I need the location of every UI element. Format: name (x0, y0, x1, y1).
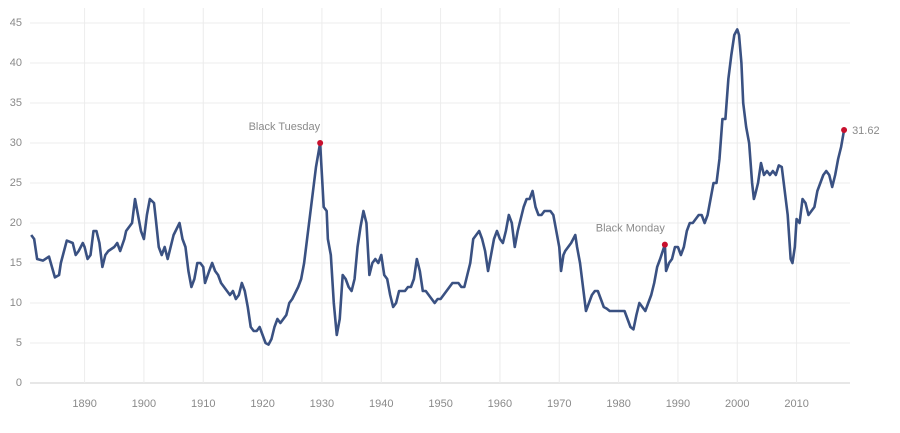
y-tick-label: 10 (10, 297, 22, 309)
x-tick-label: 1990 (666, 398, 690, 410)
y-tick-label: 35 (10, 97, 22, 109)
end-value-label: 31.62 (852, 125, 880, 137)
x-tick-label: 1920 (250, 398, 274, 410)
x-tick-label: 1960 (488, 398, 512, 410)
y-tick-label: 40 (10, 57, 22, 69)
y-tick-label: 20 (10, 217, 22, 229)
y-tick-label: 5 (16, 337, 22, 349)
y-tick-label: 0 (16, 377, 22, 389)
y-tick-label: 30 (10, 137, 22, 149)
annotation-marker (841, 127, 848, 134)
x-tick-label: 1900 (132, 398, 156, 410)
x-tick-label: 2010 (784, 398, 808, 410)
y-tick-label: 45 (10, 17, 22, 29)
y-tick-label: 15 (10, 257, 22, 269)
x-tick-label: 2000 (725, 398, 749, 410)
x-tick-label: 1930 (310, 398, 334, 410)
annotation-label: Black Tuesday (249, 121, 321, 133)
x-tick-label: 1910 (191, 398, 215, 410)
x-tick-label: 1950 (428, 398, 452, 410)
annotation-label: Black Monday (596, 223, 666, 235)
x-tick-label: 1890 (72, 398, 96, 410)
x-tick-label: 1940 (369, 398, 393, 410)
y-tick-label: 25 (10, 177, 22, 189)
x-tick-label: 1980 (606, 398, 630, 410)
data-line (30, 28, 846, 346)
annotation-marker (317, 140, 324, 146)
x-tick-label: 1970 (547, 398, 571, 410)
annotation-marker (661, 241, 668, 248)
